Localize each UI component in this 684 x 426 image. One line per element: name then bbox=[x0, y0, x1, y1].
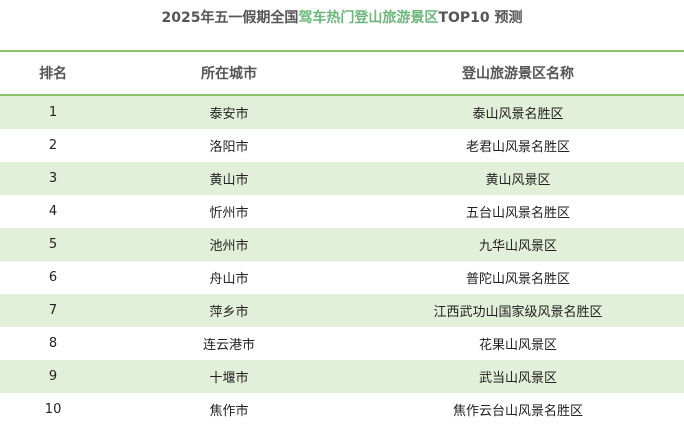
cell-rank: 10 bbox=[44, 402, 62, 417]
cell-scenic: 黄山风景区 bbox=[351, 162, 684, 195]
header-rank: 排名 bbox=[0, 50, 107, 96]
cell-city: 忻州市 bbox=[209, 206, 249, 221]
cell-rank: 7 bbox=[0, 294, 107, 327]
table-header: 排名 所在城市 登山旅游景区名称 bbox=[0, 50, 684, 96]
cell-scenic: 老君山风景名胜区 bbox=[465, 140, 570, 155]
cell-rank: 6 bbox=[48, 270, 58, 285]
cell-city: 洛阳市 bbox=[209, 140, 249, 155]
page-title: 2025年五一假期全国驾车热门登山旅游景区TOP10 预测 bbox=[0, 7, 684, 27]
header-scenic: 登山旅游景区名称 bbox=[351, 50, 684, 96]
cell-rank: 2 bbox=[48, 138, 58, 153]
cell-city: 黄山市 bbox=[106, 162, 352, 195]
cell-rank: 8 bbox=[48, 336, 58, 351]
title-prefix: 2025年五一假期全国 bbox=[161, 10, 299, 26]
cell-city: 舟山市 bbox=[209, 272, 249, 287]
cell-rank: 3 bbox=[0, 162, 107, 195]
table-row: 1 泰安市 泰山风景名胜区 bbox=[0, 95, 684, 129]
cell-rank: 9 bbox=[0, 360, 107, 393]
ranking-table: 排名 所在城市 登山旅游景区名称 1 泰安市 泰山风景名胜区 2 洛阳市 老君山风景名胜区… bbox=[0, 50, 684, 426]
title-highlight: 驾车热门登山旅游景区 bbox=[298, 10, 439, 26]
table-row: 9 十堰市 武当山风景区 bbox=[0, 360, 684, 393]
cell-scenic: 武当山风景区 bbox=[351, 360, 684, 393]
cell-scenic: 江西武功山国家级风景名胜区 bbox=[351, 294, 684, 327]
header-city: 所在城市 bbox=[106, 50, 352, 96]
table-row: 10 焦作市 焦作云台山风景名胜区 bbox=[0, 393, 684, 426]
cell-rank: 5 bbox=[0, 228, 107, 261]
cell-rank: 4 bbox=[48, 204, 58, 219]
cell-scenic: 焦作云台山风景名胜区 bbox=[452, 404, 583, 419]
table-row: 3 黄山市 黄山风景区 bbox=[0, 162, 684, 195]
cell-scenic: 普陀山风景名胜区 bbox=[465, 272, 570, 287]
title-suffix: TOP10 预测 bbox=[438, 10, 523, 26]
cell-scenic: 泰山风景名胜区 bbox=[351, 95, 684, 129]
cell-city: 焦作市 bbox=[209, 404, 249, 419]
cell-city: 泰安市 bbox=[106, 95, 352, 129]
cell-scenic: 九华山风景区 bbox=[351, 228, 684, 261]
table-row: 7 萍乡市 江西武功山国家级风景名胜区 bbox=[0, 294, 684, 327]
table-row: 4 忻州市 五台山风景名胜区 bbox=[0, 195, 684, 228]
table-row: 2 洛阳市 老君山风景名胜区 bbox=[0, 129, 684, 162]
cell-rank: 1 bbox=[0, 95, 107, 129]
cell-city: 萍乡市 bbox=[106, 294, 352, 327]
table-row: 5 池州市 九华山风景区 bbox=[0, 228, 684, 261]
cell-city: 连云港市 bbox=[203, 338, 256, 353]
cell-city: 池州市 bbox=[106, 228, 352, 261]
table-row: 6 舟山市 普陀山风景名胜区 bbox=[0, 261, 684, 294]
cell-scenic: 五台山风景名胜区 bbox=[465, 206, 570, 221]
table-row: 8 连云港市 花果山风景区 bbox=[0, 327, 684, 360]
cell-scenic: 花果山风景区 bbox=[478, 338, 557, 353]
cell-city: 十堰市 bbox=[106, 360, 352, 393]
